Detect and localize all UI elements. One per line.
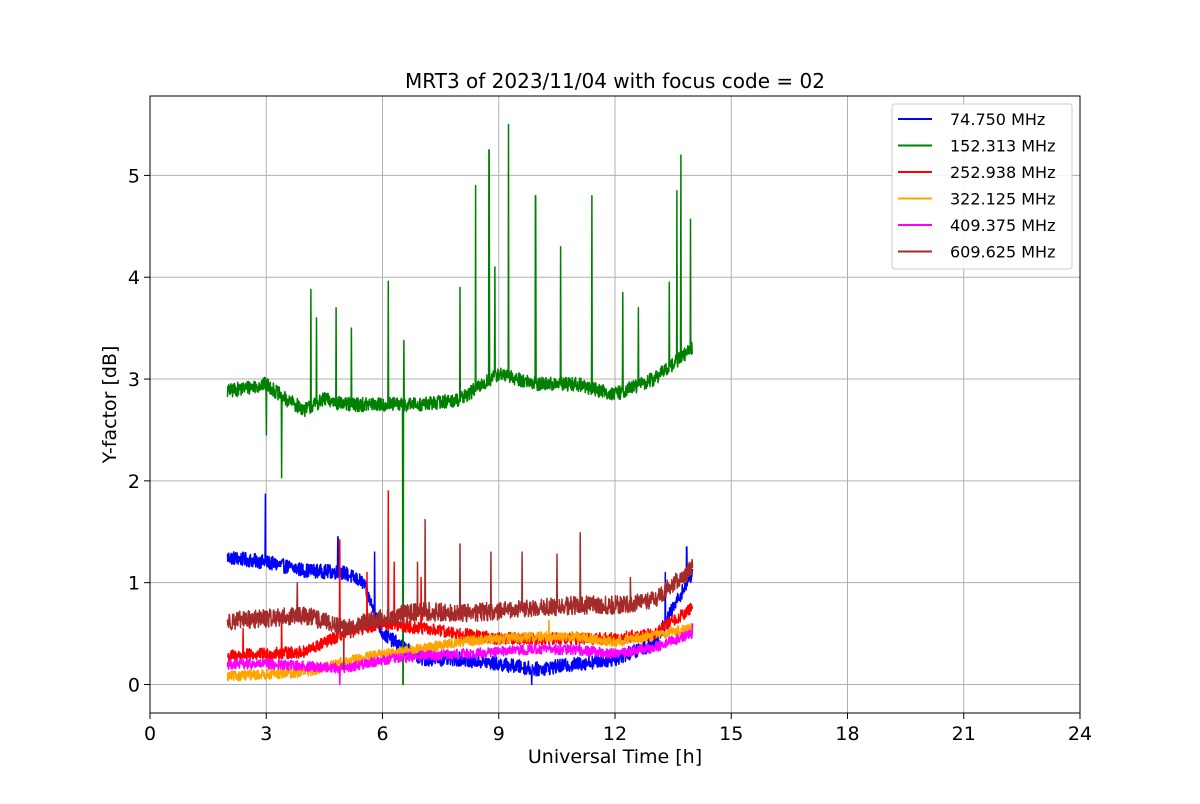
- legend-entry: 609.625 MHz: [950, 243, 1055, 262]
- legend-entry: 74.750 MHz: [950, 110, 1045, 129]
- x-tick-label: 6: [376, 723, 388, 745]
- y-tick-label: 1: [128, 573, 140, 595]
- y-tick-label: 5: [128, 165, 140, 187]
- y-tick-label: 2: [128, 471, 140, 493]
- y-tick-label: 0: [128, 674, 140, 696]
- legend-entry: 322.125 MHz: [950, 190, 1055, 209]
- x-tick-label: 9: [493, 723, 505, 745]
- grid: [149, 96, 1081, 713]
- legend: 74.750 MHz 152.313 MHz 252.938 MHz 322.125 …: [891, 103, 1073, 270]
- legend-entry: 252.938 MHz: [950, 163, 1055, 182]
- series-line: [226, 123, 694, 686]
- legend-entry: 409.375 MHz: [950, 216, 1055, 235]
- legend-entry: 152.313 MHz: [950, 137, 1055, 156]
- x-axis-label: Universal Time [h]: [528, 746, 702, 768]
- series-line: [226, 623, 694, 686]
- series-lines: [226, 123, 694, 686]
- x-tick-label: 24: [1068, 723, 1092, 745]
- series-line: [226, 619, 694, 682]
- y-tick-label: 4: [128, 267, 140, 289]
- legend-box: [891, 103, 1073, 270]
- series-line: [226, 493, 694, 686]
- x-tick-label: 15: [719, 723, 743, 745]
- y-tick-label: 3: [128, 369, 140, 391]
- series-line: [226, 518, 694, 670]
- x-tick-label: 18: [835, 723, 859, 745]
- series-line: [226, 490, 694, 662]
- x-tick-label: 3: [260, 723, 272, 745]
- x-tick-label: 21: [952, 723, 976, 745]
- x-tick-label: 0: [144, 723, 156, 745]
- y-axis-label: Y-factor [dB]: [99, 346, 121, 465]
- chart-title: MRT3 of 2023/11/04 with focus code = 02: [405, 69, 825, 93]
- x-tick-label: 12: [603, 723, 627, 745]
